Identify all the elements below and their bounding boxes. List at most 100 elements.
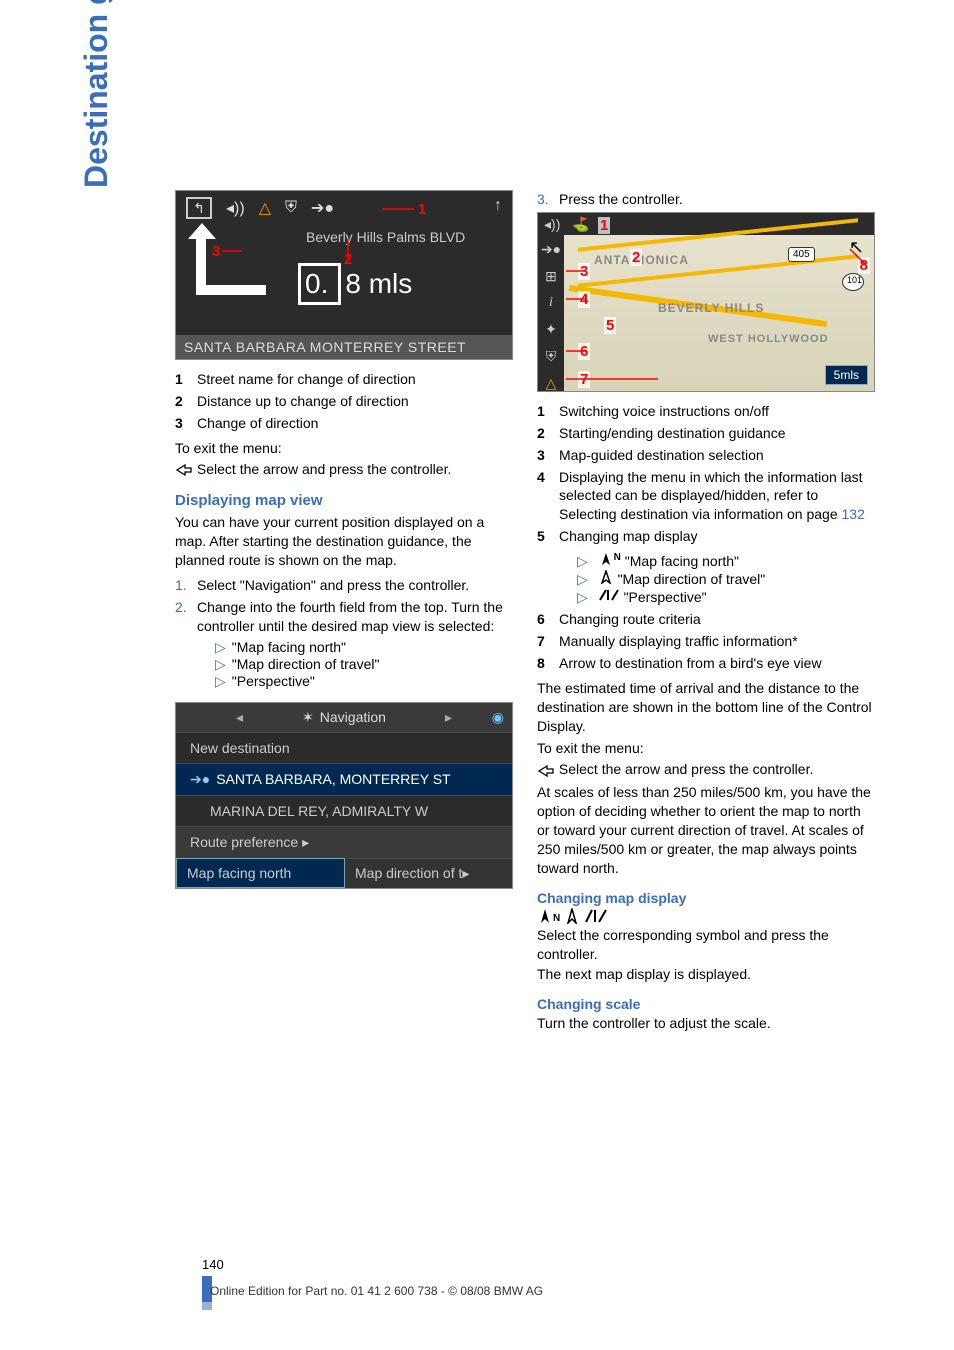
map-callout: 3 [578, 263, 590, 280]
heading-changing-scale: Changing scale [537, 996, 875, 1012]
footer-copyright: Online Edition for Part no. 01 41 2 600 … [210, 1284, 850, 1298]
page-number: 140 [202, 1257, 224, 1272]
map-scale: 5mls [825, 365, 868, 385]
map-legend-num: 4 [537, 468, 559, 525]
menu-item-selected: ➔●SANTA BARBARA, MONTERREY ST [176, 763, 512, 795]
map-left-icon: ⛨ [546, 348, 557, 365]
right-column: 3.Press the controller. ◂)) ⛳ ➔● ⊞ i ✦ ⛨… [537, 190, 875, 1035]
page-tab-bar-light [202, 1302, 212, 1310]
callout-2: 2 [344, 251, 352, 268]
map-legend-num: 1 [537, 402, 559, 421]
step-num: 2. [175, 598, 197, 636]
legend-text: Street name for change of direction [197, 370, 416, 389]
route-badge: 405 [788, 247, 815, 262]
bullet-icon: ▷ [577, 571, 588, 587]
heading-displaying-map: Displaying map view [175, 492, 513, 509]
map-legend-text: Displaying the menu in which the informa… [559, 468, 875, 525]
view-option: "Map direction of travel" [232, 656, 380, 672]
map-callout: 5 [604, 317, 616, 334]
dest-icon: ➔● [190, 771, 210, 787]
bullet-icon: ▷ [215, 673, 226, 689]
map-legend-text: Manually displaying traffic information* [559, 632, 798, 651]
scales-paragraph: At scales of less than 250 miles/500 km,… [537, 783, 875, 877]
north-arrow-icon [598, 552, 614, 566]
perspective-icon [598, 588, 620, 602]
legend-num: 3 [175, 414, 197, 433]
exit-menu-instruction: Select the arrow and press the controlle… [537, 760, 875, 779]
eta-paragraph: The estimated time of arrival and the di… [537, 679, 875, 736]
exit-menu-label: To exit the menu: [175, 439, 513, 458]
menu-item: New destination [176, 732, 512, 763]
map-legend-text: Arrow to destination from a bird's eye v… [559, 654, 822, 673]
heading-changing-map: Changing map display [537, 890, 875, 906]
back-icon: ↰ [186, 197, 212, 219]
map-legend-text: Switching voice instructions on/off [559, 402, 769, 421]
sat-icon: ⛨ [285, 199, 297, 217]
menu-item: MARINA DEL REY, ADMIRALTY W [176, 795, 512, 826]
map-callout: 2 [630, 249, 642, 266]
displaying-map-desc: You can have your current position displ… [175, 513, 513, 570]
footnote-star: * [792, 633, 797, 649]
changing-map-p1: Select the corresponding symbol and pres… [537, 926, 875, 964]
callout-1: 1 [418, 201, 426, 218]
menu-item: Route preference ▸ [176, 826, 512, 858]
callout-3: 3 [212, 243, 220, 260]
legend-text: Distance up to change of direction [197, 392, 409, 411]
map-callout: 7 [578, 371, 590, 388]
map-legend-num: 6 [537, 610, 559, 629]
nav-direction-screenshot: ↰ ◂)) △ ⛨ ➔● ↑ Beverly Hills Palms BLVD … [175, 190, 513, 360]
view-option: "Map facing north" [232, 639, 346, 655]
bullet-icon: ▷ [577, 589, 588, 605]
voice-icon: ◂)) [226, 198, 245, 218]
direction-legend: 1Street name for change of direction 2Di… [175, 370, 513, 433]
distance-label: 0.8 mls [298, 263, 412, 305]
changing-map-p2: The next map display is displayed. [537, 965, 875, 984]
up-arrow-icon: ↑ [494, 197, 502, 215]
map-legend-text: Changing map display [559, 527, 698, 546]
map-callout: 4 [578, 291, 590, 308]
left-column: ↰ ◂)) △ ⛨ ➔● ↑ Beverly Hills Palms BLVD … [175, 190, 513, 1035]
map-dest-arrow-icon: ↖ [849, 237, 864, 258]
street-label: Beverly Hills Palms BLVD [306, 229, 465, 245]
map-legend-num: 3 [537, 446, 559, 465]
step-num: 3. [537, 190, 559, 209]
back-arrow-icon [175, 463, 193, 477]
map-direction-button: Map direction of t▸ [345, 858, 512, 888]
arrow-icon: ➔● [311, 198, 334, 218]
map-north-button: Map facing north [176, 858, 345, 888]
nav-title: Navigation [320, 709, 386, 725]
map-left-icon: △ [546, 375, 557, 392]
nav-satellite-icon: ✶ [302, 709, 314, 725]
map-glyphs: N [537, 908, 875, 924]
view-option: "Perspective" [232, 673, 315, 689]
bullet-icon: ▷ [215, 656, 226, 672]
legend-text: Change of direction [197, 414, 318, 433]
back-arrow-icon [537, 764, 555, 778]
map-left-icon: i [549, 295, 553, 311]
map-legend-text: Map-guided destination selection [559, 446, 764, 465]
map-callout: 6 [578, 343, 590, 360]
changing-scale-p: Turn the controller to adjust the scale. [537, 1014, 875, 1033]
legend-num: 2 [175, 392, 197, 411]
map-callout: 8 [858, 257, 870, 274]
map-left-icon: ⊞ [545, 268, 557, 285]
route-badge: 101 [842, 273, 864, 291]
page-link[interactable]: 132 [842, 506, 865, 522]
map-legend-text: Starting/ending destination guidance [559, 424, 786, 443]
turn-arrow-icon [196, 235, 266, 295]
map-callout: 1 [598, 217, 610, 234]
bullet-icon: ▷ [215, 639, 226, 655]
exit-menu-label: To exit the menu: [537, 739, 875, 758]
nav-footer-label: SANTA BARBARA MONTERREY STREET [176, 335, 512, 359]
view-option: "Map facing north" [625, 553, 739, 569]
map-screenshot: ◂)) ⛳ ➔● ⊞ i ✦ ⛨ △ ANTA MONICA BEVERLY H… [537, 212, 875, 392]
map-legend-num: 5 [537, 527, 559, 546]
nav-eye-icon: ◉ [492, 709, 504, 726]
travel-arrow-icon [598, 570, 614, 584]
map-voice-icon: ◂)) [544, 216, 560, 233]
legend-num: 1 [175, 370, 197, 389]
view-option: "Perspective" [624, 589, 707, 605]
step-num: 1. [175, 576, 197, 595]
map-legend-text: Changing route criteria [559, 610, 701, 629]
navigation-menu-screenshot: ✶ Navigation ◉ New destination ➔●SANTA BAR… [175, 702, 513, 889]
